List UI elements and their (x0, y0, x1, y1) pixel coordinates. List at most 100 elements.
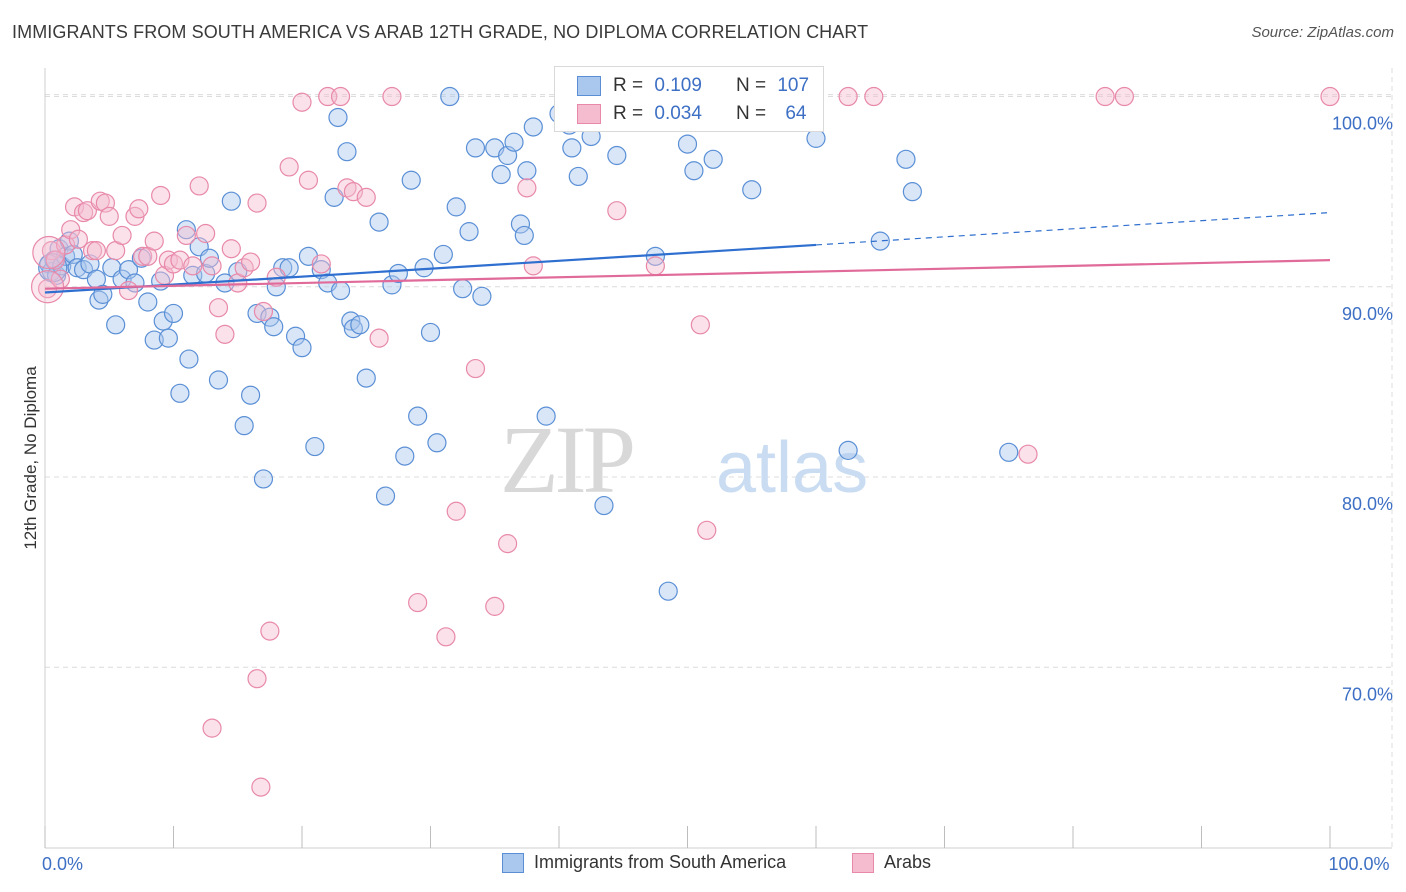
data-point-arabs (408, 592, 428, 613)
source-credit: Source: ZipAtlas.com (1251, 24, 1394, 41)
legend-swatch-blue (502, 852, 524, 873)
tick-labels: 70.0% 80.0% 90.0% 100.0% 0.0% 100.0% (42, 114, 1393, 874)
legend-item-immigrants[interactable]: Immigrants from South America (502, 852, 786, 873)
data-point-immigrants (491, 164, 511, 185)
data-point-arabs (697, 520, 717, 540)
data-point-arabs (241, 252, 261, 272)
data-point-immigrants (446, 197, 466, 217)
n-label: N = (735, 103, 767, 124)
n-label: N = (735, 75, 767, 96)
data-point-arabs (645, 256, 665, 276)
data-point-immigrants (337, 142, 357, 162)
data-point-immigrants (510, 214, 531, 234)
data-point-immigrants (388, 263, 408, 284)
data-point-immigrants (465, 138, 486, 158)
data-point-immigrants (106, 315, 126, 335)
data-point-arabs (77, 201, 98, 221)
stats-row-immigrants: R = 0.109 N = 107 (577, 73, 809, 99)
data-point-arabs (382, 86, 402, 107)
legend-item-arabs[interactable]: Arabs (852, 852, 931, 873)
stats-row-arabs: R = 0.034 N = 64 (577, 101, 806, 127)
data-point-arabs (356, 187, 376, 207)
data-point-arabs (176, 225, 196, 246)
data-point-arabs (196, 223, 216, 244)
data-point-immigrants (459, 222, 479, 242)
data-point-arabs (129, 199, 149, 219)
data-point-arabs (369, 328, 389, 348)
r-label: R = (613, 75, 644, 96)
data-point-arabs (1320, 86, 1340, 107)
trend-lines (44, 211, 1331, 294)
series-arabs-points (30, 86, 1340, 797)
swatch-blue (577, 76, 601, 96)
stats-legend: R = 0.109 N = 107 R = 0.034 N = 64 (554, 66, 824, 132)
data-point-arabs (279, 157, 299, 177)
data-point-immigrants (55, 246, 76, 266)
data-point-immigrants (292, 338, 312, 358)
data-point-immigrants (199, 248, 220, 268)
data-point-arabs (1114, 86, 1135, 107)
data-point-immigrants (472, 286, 492, 306)
data-point-arabs-cluster (32, 235, 66, 270)
data-point-immigrants (440, 86, 460, 107)
data-point-arabs (151, 185, 171, 206)
data-point-arabs (68, 229, 89, 249)
x-tick-label: 0.0% (42, 854, 83, 874)
grid-lines (45, 68, 1393, 848)
data-point-immigrants (324, 187, 344, 207)
trend-line-immigrants-extension (815, 211, 1331, 246)
data-point-immigrants (253, 469, 274, 489)
data-point-immigrants (328, 107, 348, 128)
data-point-immigrants (523, 117, 543, 137)
watermark: ZIP atlas (500, 406, 868, 513)
legend-swatch-pink (852, 852, 874, 873)
y-tick-label: 100.0% (1332, 114, 1393, 134)
data-point-arabs (183, 256, 203, 276)
data-point-arabs (253, 301, 274, 322)
data-point-immigrants (144, 330, 164, 350)
chart-title: IMMIGRANTS FROM SOUTH AMERICA VS ARAB 12… (12, 22, 869, 42)
data-point-immigrants (356, 368, 376, 388)
data-point-arabs (1095, 86, 1115, 107)
data-point-immigrants (902, 182, 922, 202)
data-point-immigrants (305, 436, 325, 457)
r-value: 0.109 (654, 75, 702, 96)
data-point-immigrants (742, 180, 762, 200)
data-point-arabs (1018, 444, 1038, 464)
data-point-immigrants (179, 349, 199, 369)
data-point-arabs (298, 170, 319, 190)
data-point-immigrants (163, 303, 184, 324)
data-point-immigrants (369, 212, 389, 232)
data-point-arabs (864, 86, 884, 107)
data-point-arabs (99, 206, 119, 226)
series-legend: Immigrants from South America Arabs (0, 852, 1406, 878)
data-point-immigrants (427, 433, 447, 453)
data-point-immigrants (221, 191, 241, 211)
data-point-arabs (330, 86, 351, 107)
data-point-arabs (144, 231, 164, 251)
data-point-arabs (202, 256, 222, 276)
data-point-arabs (690, 315, 710, 335)
data-point-immigrants (562, 138, 582, 158)
data-point-arabs (838, 86, 858, 107)
data-point-immigrants (677, 134, 698, 154)
data-point-arabs (446, 501, 466, 521)
data-point-immigrants (607, 145, 627, 166)
data-point-immigrants (264, 317, 284, 337)
data-point-arabs (247, 193, 267, 213)
y-tick-label: 90.0% (1342, 304, 1393, 324)
data-point-arabs (133, 246, 153, 266)
data-point-arabs (118, 280, 139, 301)
data-point-immigrants (568, 166, 588, 187)
data-point-arabs (189, 176, 209, 196)
axes (44, 68, 1392, 849)
trend-line-immigrants (44, 243, 817, 294)
data-point-arabs (260, 621, 280, 641)
data-point-arabs-cluster (30, 270, 65, 304)
data-point-immigrants (208, 370, 229, 390)
swatch-pink (577, 104, 601, 124)
data-point-immigrants (433, 244, 453, 265)
data-point-immigrants (504, 132, 524, 152)
trend-line-arabs (44, 259, 1331, 290)
y-tick-label: 80.0% (1342, 494, 1393, 514)
